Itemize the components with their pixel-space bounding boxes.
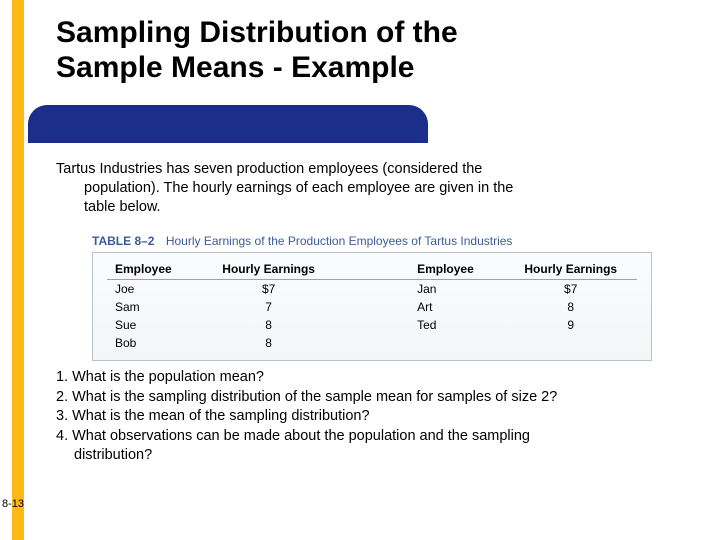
page-number: 8-13 [2,498,24,510]
header-employee-right: Employee [409,259,504,280]
header-employee-left: Employee [107,259,202,280]
cell-name [409,334,504,352]
title-line-1: Sampling Distribution of the [56,16,458,49]
cell-earn: 8 [504,298,637,316]
header-earnings-right: Hourly Earnings [504,259,637,280]
slide-title: Sampling Distribution of the Sample Mean… [56,16,458,85]
table-row: Sam 7 Art 8 [107,298,637,316]
cell-earn: 9 [504,316,637,334]
cell-name: Sam [107,298,202,316]
header-gap [335,259,409,280]
table-caption-label: TABLE 8–2 [92,234,154,248]
question-2: 2. What is the sampling distribution of … [56,388,686,408]
intro-line-3: table below. [84,199,161,215]
cell-earn: 7 [202,298,335,316]
table-box: Employee Hourly Earnings Employee Hourly… [92,252,652,361]
intro-paragraph: Tartus Industries has seven production e… [56,160,676,217]
intro-line-2: population). The hourly earnings of each… [84,180,513,196]
cell-name: Bob [107,334,202,352]
cell-earn [504,334,637,352]
table-caption: TABLE 8–2 Hourly Earnings of the Product… [92,234,652,248]
cell-name: Jan [409,280,504,299]
header-earnings-left: Hourly Earnings [202,259,335,280]
earnings-table: Employee Hourly Earnings Employee Hourly… [107,259,637,352]
cell-name: Art [409,298,504,316]
questions-list: 1. What is the population mean? 2. What … [56,368,686,466]
table-header-row: Employee Hourly Earnings Employee Hourly… [107,259,637,280]
cell-earn: $7 [504,280,637,299]
table-row: Bob 8 [107,334,637,352]
cell-earn: 8 [202,334,335,352]
table-row: Sue 8 Ted 9 [107,316,637,334]
question-4-line-2: distribution? [74,446,686,466]
cell-earn: 8 [202,316,335,334]
cell-earn: $7 [202,280,335,299]
cell-name: Joe [107,280,202,299]
intro-line-1: Tartus Industries has seven production e… [56,161,482,177]
accent-border [12,0,24,540]
cell-name: Sue [107,316,202,334]
title-underline-bar [28,105,428,143]
question-4-line-1: 4. What observations can be made about t… [56,427,686,447]
table-row: Joe $7 Jan $7 [107,280,637,299]
question-3: 3. What is the mean of the sampling dist… [56,407,686,427]
title-line-2: Sample Means - Example [56,51,414,84]
cell-name: Ted [409,316,504,334]
table-caption-text: Hourly Earnings of the Production Employ… [166,234,513,248]
earnings-table-region: TABLE 8–2 Hourly Earnings of the Product… [92,234,652,361]
question-1: 1. What is the population mean? [56,368,686,388]
